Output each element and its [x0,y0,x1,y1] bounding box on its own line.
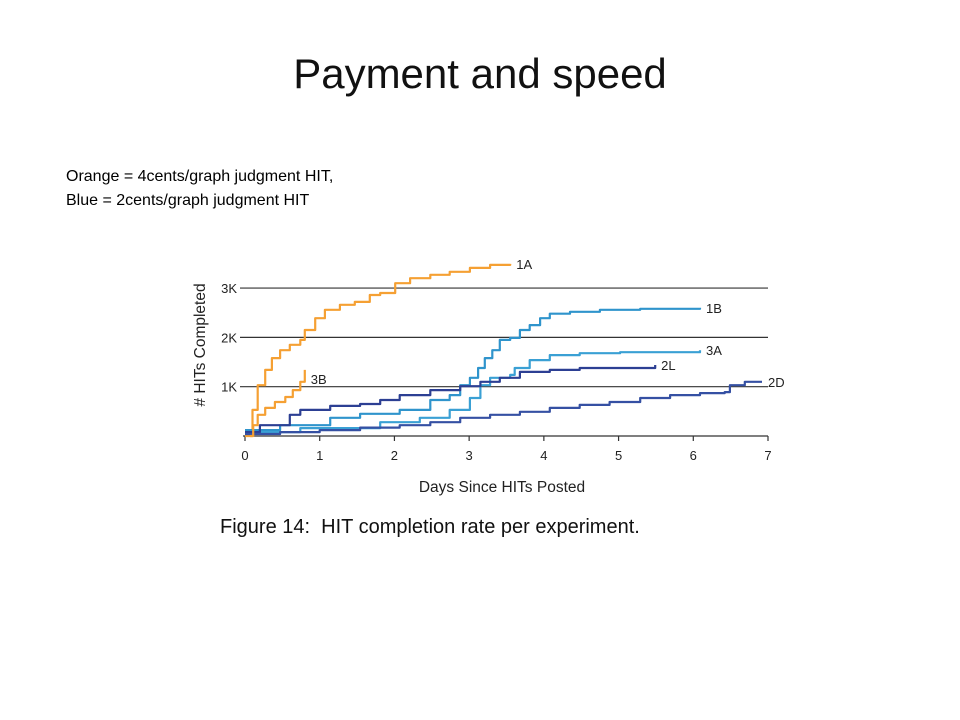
series-label-1A: 1A [516,257,532,272]
x-tick-label: 3 [466,448,473,463]
note-blue-payment: Blue = 2cents/graph judgment HIT [66,192,310,209]
x-tick-label: 4 [540,448,547,463]
series-label-3B: 3B [311,372,327,387]
y-tick-label: 1K [221,380,237,395]
x-tick-label: 2 [391,448,398,463]
color-notes: Orange = 4cents/graph judgment HIT, Blue… [66,165,333,213]
x-tick-label: 7 [764,448,771,463]
y-tick-label: 3K [221,281,237,296]
series-line-1B [245,307,702,432]
gridlines [240,287,768,388]
series-line-2L [245,365,657,434]
series-line-3B [250,369,306,438]
x-tick-label: 5 [615,448,622,463]
figure-caption: Figure 14: HIT completion rate per exper… [220,516,640,538]
axis-ticks: 1K 2K 3K 0 1 2 3 4 5 6 7 [221,281,772,463]
series-line-3A [245,350,702,434]
series-line-2D [245,380,762,436]
y-tick-label: 2K [221,330,237,345]
series-label-1B: 1B [706,301,722,316]
series-lines [245,263,762,438]
note-orange-payment: Orange = 4cents/graph judgment HIT, [66,168,334,185]
slide-title: Payment and speed [293,50,667,97]
x-tick-label: 0 [241,448,248,463]
series-line-1A [245,263,512,438]
series-label-2D: 2D [768,375,785,390]
x-tick-label: 1 [316,448,323,463]
x-axis-title: Days Since HITs Posted [419,479,585,496]
series-label-3A: 3A [706,343,722,358]
series-labels: 1A 1B 3A 2L 2D 3B [311,257,785,390]
hit-completion-chart: 1K 2K 3K 0 1 2 3 4 5 6 7 1A 1B 3A 2L 2D 3B # HITs Compl… [192,257,785,496]
series-label-2L: 2L [661,358,675,373]
y-axis-title: # HITs Completed [192,283,209,406]
x-tick-label: 6 [690,448,697,463]
